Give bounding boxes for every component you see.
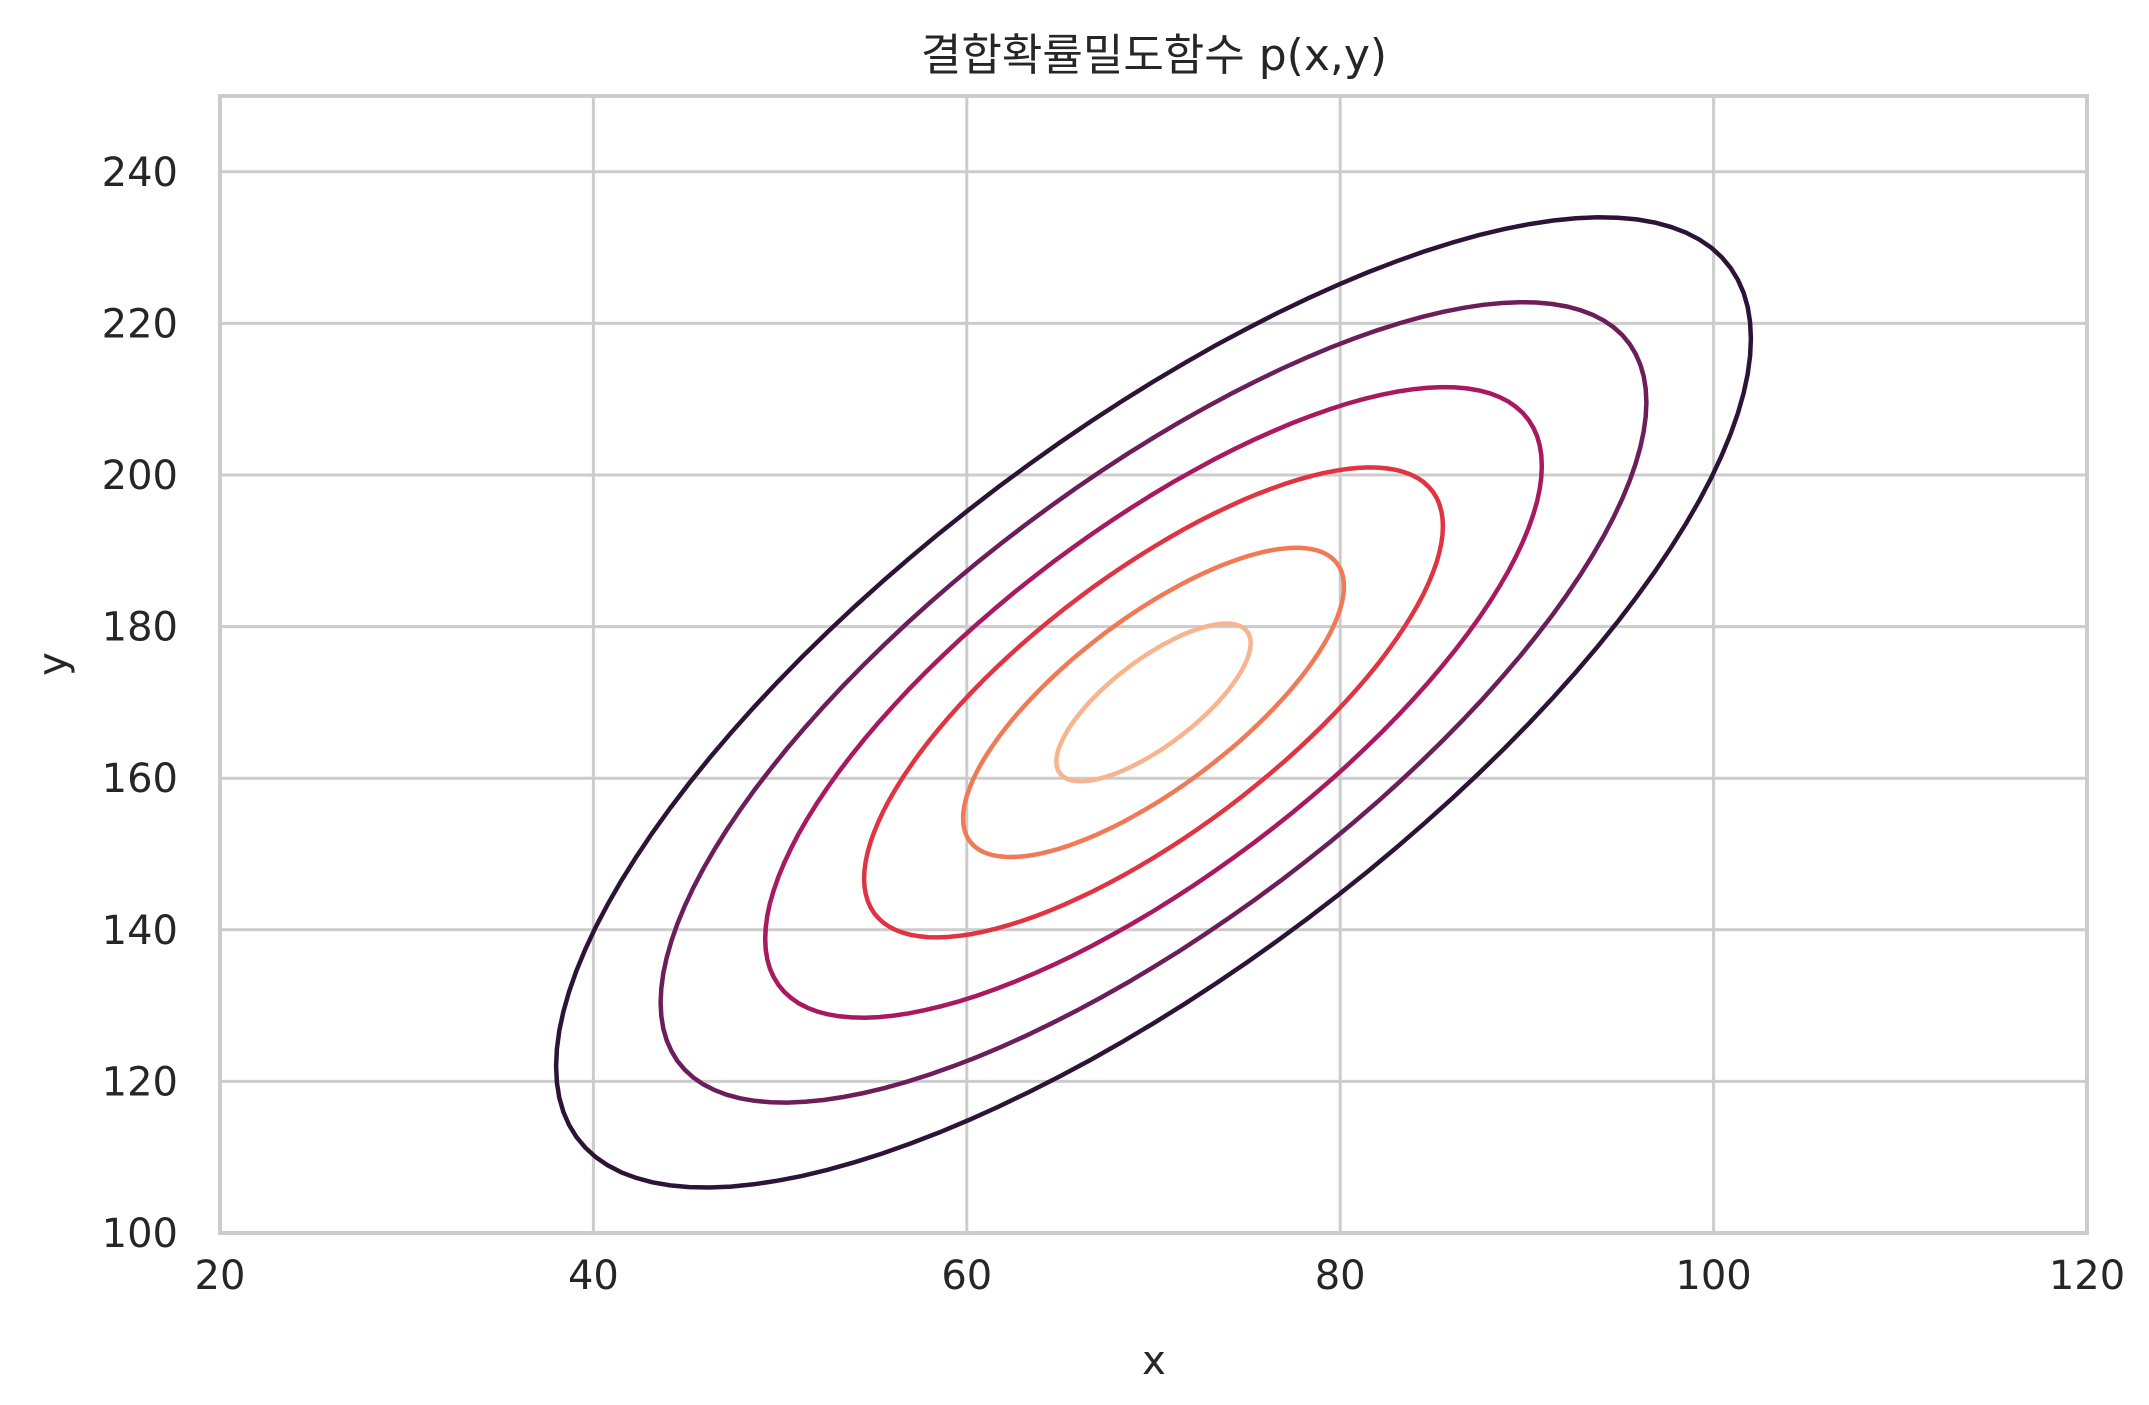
y-tick-label: 240: [102, 150, 178, 196]
grid-lines: [218, 96, 2089, 1235]
y-tick-label: 200: [102, 453, 178, 499]
x-tick-label: 20: [195, 1253, 246, 1299]
contour-level-5: [960, 545, 1347, 860]
y-tick-label: 100: [102, 1211, 178, 1257]
x-tick-label: 100: [1675, 1253, 1751, 1299]
x-tick-label: 80: [1315, 1253, 1366, 1299]
x-axis-label: x: [1142, 1338, 1166, 1384]
y-tick-label: 140: [102, 908, 178, 954]
chart-title: 결합확률밀도함수 p(x,y): [921, 30, 1387, 81]
x-tick-label: 120: [2049, 1253, 2125, 1299]
y-tick-label: 180: [102, 605, 178, 651]
tick-labels: 20 40 60 80 100 120 100 120 140 160 180 200 220 240: [102, 150, 2126, 1299]
contour-level-3: [762, 384, 1545, 1020]
contour-level-4: [861, 465, 1446, 940]
contour-level-2: [658, 299, 1649, 1105]
y-axis-label: y: [30, 652, 76, 676]
plot-frame: [218, 94, 2089, 1235]
y-tick-label: 220: [102, 301, 178, 347]
contour-level-1: [553, 215, 1754, 1190]
contour-level-6: [1054, 621, 1253, 784]
contour-lines: [553, 215, 1754, 1190]
x-tick-label: 40: [568, 1253, 619, 1299]
y-tick-label: 120: [102, 1059, 178, 1105]
y-tick-label: 160: [102, 756, 178, 802]
x-tick-label: 60: [941, 1253, 992, 1299]
